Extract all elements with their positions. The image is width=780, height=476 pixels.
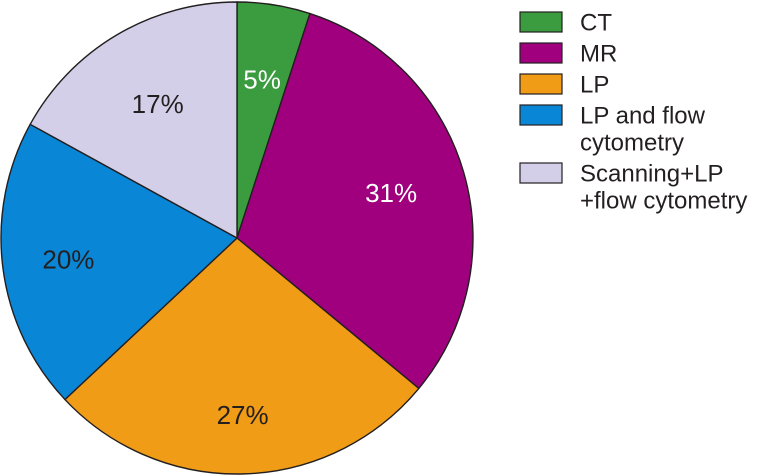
pie-slice-mr bbox=[236, 12, 474, 390]
legend-swatch-scanning-lp-flow-cytometry bbox=[519, 162, 563, 184]
slice-label-lp: 27% bbox=[217, 400, 269, 430]
legend-item-mr: MR bbox=[519, 41, 617, 68]
slice-label-scanning-lp-flow-cytometry: 17% bbox=[132, 89, 184, 119]
legend-label-lp-and-flow-cytometry-line-2: cytometry bbox=[580, 130, 684, 157]
pie-slice-lp-and-flow-cytometry bbox=[0, 123, 238, 401]
legend-swatch-lp bbox=[519, 73, 563, 95]
slice-label-ct: 5% bbox=[243, 65, 281, 95]
legend-swatch-ct bbox=[519, 11, 563, 33]
legend-item-scanning-lp-flow-cytometry: Scanning+LP+flow cytometry bbox=[519, 161, 747, 215]
pie-slice-labels: 5% 31% 27% 20% 17% bbox=[42, 65, 417, 430]
legend-swatch-mr bbox=[519, 42, 563, 64]
legend-label-lp: LP bbox=[580, 72, 609, 99]
legend-label-mr: MR bbox=[580, 41, 617, 68]
slice-label-lp-and-flow-cytometry: 20% bbox=[42, 244, 94, 274]
legend-label-scanning-lp-flow-cytometry-line-2: +flow cytometry bbox=[580, 188, 747, 215]
legend-label-scanning-lp-flow-cytometry-line-1: Scanning+LP bbox=[580, 161, 723, 188]
pie-slice-lp bbox=[64, 237, 420, 475]
slice-label-mr: 31% bbox=[365, 178, 417, 208]
legend-label-ct: CT bbox=[580, 10, 612, 37]
legend-item-lp: LP bbox=[519, 72, 609, 99]
pie-slices bbox=[0, 1, 474, 475]
legend-label-lp-and-flow-cytometry-line-1: LP and flow bbox=[580, 103, 706, 130]
legend-item-ct: CT bbox=[519, 10, 612, 37]
pie-slice-scanning-lp-flow-cytometry bbox=[29, 1, 238, 239]
legend-swatch-lp-and-flow-cytometry bbox=[519, 104, 563, 126]
